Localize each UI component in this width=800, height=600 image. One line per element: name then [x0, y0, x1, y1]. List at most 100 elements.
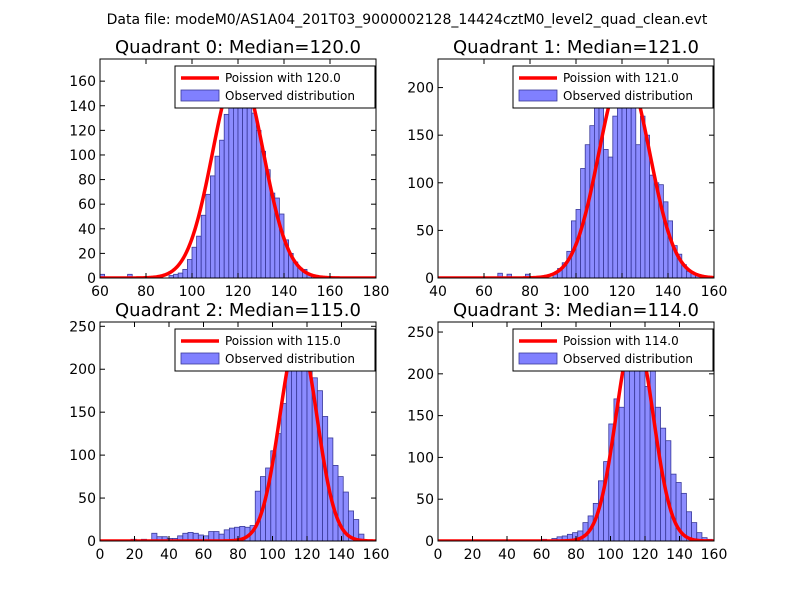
y-tick-label: 100 — [407, 450, 434, 466]
histogram-bar — [640, 115, 646, 278]
y-tick-label: 250 — [407, 325, 434, 341]
quadrant-0-legend: Poission with 120.0 Observed distribution — [174, 65, 376, 109]
x-tick-label: 160 — [701, 547, 728, 563]
y-tick-label: 50 — [78, 491, 96, 507]
x-tick-label: 140 — [666, 547, 693, 563]
legend-bar-swatch — [518, 352, 558, 365]
histogram-bar — [607, 156, 614, 278]
histogram-bar — [191, 246, 197, 278]
histogram-bar — [589, 125, 595, 278]
x-tick-label: 100 — [597, 547, 624, 563]
y-tick-label: 160 — [69, 74, 96, 90]
histogram-bar — [260, 150, 266, 278]
x-tick-label: 140 — [655, 284, 682, 300]
legend-bar-label: Observed distribution — [225, 89, 355, 103]
y-tick-label: 80 — [78, 173, 96, 189]
histogram-bar — [497, 272, 503, 278]
x-tick-label: 60 — [475, 284, 493, 300]
x-tick-label: 120 — [609, 284, 636, 300]
x-tick-label: 40 — [498, 547, 516, 563]
histogram-bar — [635, 144, 641, 278]
x-tick-label: 120 — [632, 547, 659, 563]
x-tick-label: 20 — [126, 547, 144, 563]
y-tick-label: 120 — [69, 123, 96, 139]
x-tick-label: 160 — [317, 284, 344, 300]
x-tick-label: 60 — [91, 284, 109, 300]
y-tick-label: 20 — [78, 246, 96, 262]
histogram-bar — [251, 112, 257, 278]
quadrant-2-panel: 0 20 40 60 80 100 120 140 160 0 50 100 150 200 250 Quad… — [69, 300, 389, 563]
histogram-bar — [173, 273, 179, 278]
legend-line-label: Poission with 120.0 — [225, 71, 341, 85]
histogram-bar — [228, 93, 234, 278]
quadrant-1-legend: Poission with 121.0 Observed distribution — [512, 65, 714, 109]
y-tick-label: 60 — [78, 197, 96, 213]
histogram-bar — [100, 273, 105, 278]
histogram-bar — [603, 149, 609, 278]
x-tick-label: 120 — [294, 547, 321, 563]
y-tick-label: 0 — [425, 271, 434, 287]
histogram-bar — [246, 93, 253, 278]
histogram-bar — [594, 106, 600, 278]
histogram-bar — [621, 96, 627, 278]
x-tick-label: 160 — [363, 547, 390, 563]
histogram-bar — [255, 129, 262, 278]
x-tick-label: 40 — [160, 547, 178, 563]
quadrant-2-plot-area — [100, 330, 376, 541]
quadrant-3-title: Quadrant 3: Median=114.0 — [453, 300, 699, 321]
y-tick-label: 0 — [87, 534, 96, 550]
quadrant-1-panel: 40 60 80 100 120 140 160 0 50 100 150 200 Quadrant 1… — [407, 37, 727, 300]
y-tick-label: 140 — [69, 99, 96, 115]
histogram-bar — [205, 193, 211, 278]
x-tick-label: 0 — [434, 547, 443, 563]
legend-bar-swatch — [518, 89, 558, 102]
x-tick-label: 100 — [179, 284, 206, 300]
histogram-bar — [280, 403, 287, 541]
histogram-bar — [618, 406, 625, 541]
y-tick-label: 0 — [425, 534, 434, 550]
legend-bar-swatch — [180, 352, 220, 365]
y-tick-label: 50 — [416, 223, 434, 239]
figure-suptitle: Data file: modeM0/AS1A04_201T03_90000021… — [107, 12, 708, 28]
histogram-bar — [353, 519, 360, 541]
y-tick-label: 200 — [407, 81, 434, 97]
x-tick-label: 80 — [521, 284, 539, 300]
y-tick-label: 40 — [78, 222, 96, 238]
histogram-bar — [242, 101, 248, 278]
legend-line-label: Poission with 121.0 — [563, 71, 679, 85]
histogram-bar — [186, 259, 193, 278]
histogram-bar — [644, 385, 651, 541]
histogram-bar — [696, 532, 703, 541]
histogram-bar — [196, 235, 202, 278]
x-tick-label: 100 — [259, 547, 286, 563]
legend-bar-label: Observed distribution — [225, 352, 355, 366]
histogram-bar — [182, 268, 188, 278]
poisson-curve — [438, 68, 714, 278]
histogram-bar — [209, 175, 216, 278]
x-tick-label: 60 — [195, 547, 213, 563]
y-tick-label: 200 — [69, 362, 96, 378]
y-tick-label: 250 — [69, 319, 96, 335]
histogram-bar — [223, 113, 230, 278]
histogram-bar — [612, 115, 618, 278]
legend-bar-label: Observed distribution — [563, 352, 693, 366]
histogram-bar — [219, 139, 225, 278]
legend-line-label: Poission with 114.0 — [563, 334, 679, 348]
x-tick-label: 80 — [137, 284, 155, 300]
quadrant-0-title: Quadrant 0: Median=120.0 — [115, 37, 361, 58]
histogram-bar — [626, 82, 632, 278]
histogram-bar — [200, 214, 207, 278]
y-tick-label: 150 — [407, 409, 434, 425]
x-tick-label: 80 — [567, 547, 585, 563]
legend-bar-label: Observed distribution — [563, 89, 693, 103]
x-tick-label: 20 — [464, 547, 482, 563]
quadrant-3-legend: Poission with 114.0 Observed distribution — [512, 328, 714, 372]
histogram-bar — [232, 86, 239, 278]
x-tick-label: 60 — [533, 547, 551, 563]
x-tick-label: 140 — [328, 547, 355, 563]
x-tick-label: 120 — [225, 284, 252, 300]
y-tick-label: 200 — [407, 367, 434, 383]
y-tick-label: 150 — [69, 405, 96, 421]
y-tick-label: 50 — [416, 492, 434, 508]
